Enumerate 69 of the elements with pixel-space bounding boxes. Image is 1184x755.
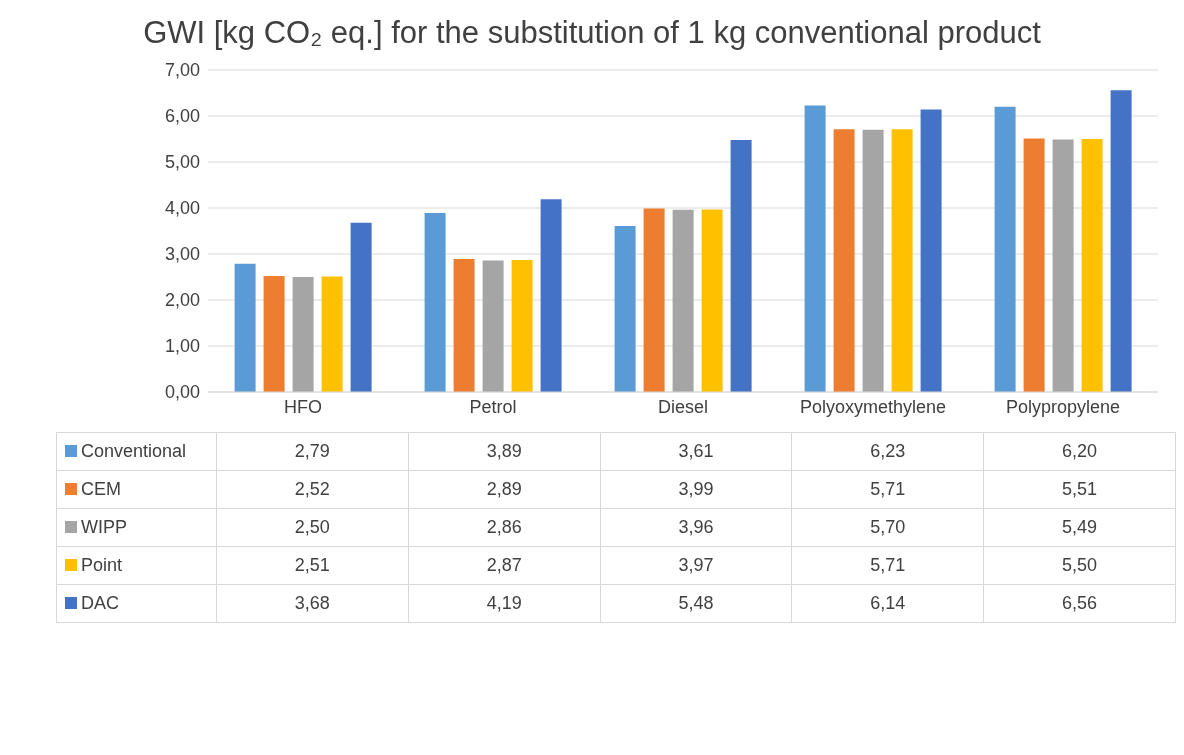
bar xyxy=(1081,139,1103,392)
y-tick-label: 1,00 xyxy=(164,336,200,357)
data-label: 6,56 xyxy=(983,584,1176,623)
bar xyxy=(643,208,665,392)
y-tick-label: 0,00 xyxy=(164,382,200,403)
bar xyxy=(453,259,475,392)
data-label: 3,61 xyxy=(600,432,792,471)
data-label: 3,96 xyxy=(600,508,792,547)
data-label: 3,89 xyxy=(408,432,601,471)
bar xyxy=(292,277,314,392)
bar xyxy=(672,209,694,392)
data-label: 5,49 xyxy=(983,508,1176,547)
bar xyxy=(482,260,504,392)
legend-label: WIPP xyxy=(81,516,128,538)
data-label: 3,97 xyxy=(600,546,792,585)
legend-label: DAC xyxy=(81,592,120,614)
data-label: 5,71 xyxy=(791,546,984,585)
data-label: 2,52 xyxy=(216,470,409,509)
chart-title: GWI [kg CO₂ eq.] for the substitution of 1 kg conventional product xyxy=(142,14,1042,52)
data-label: 2,86 xyxy=(408,508,601,547)
bar xyxy=(614,225,636,392)
data-label: 5,51 xyxy=(983,470,1176,509)
y-tick-label: 5,00 xyxy=(164,152,200,173)
x-tick-label: Petrol xyxy=(469,396,517,417)
bar xyxy=(891,129,913,392)
data-label: 6,14 xyxy=(791,584,984,623)
data-label: 2,50 xyxy=(216,508,409,547)
bar xyxy=(350,222,372,392)
data-label: 2,79 xyxy=(216,432,409,471)
data-label: 5,70 xyxy=(791,508,984,547)
data-label: 5,48 xyxy=(600,584,792,623)
bar xyxy=(920,109,942,392)
bar xyxy=(511,259,533,392)
data-label: 4,19 xyxy=(408,584,601,623)
bar xyxy=(804,105,826,392)
y-tick-label: 6,00 xyxy=(164,106,200,127)
bar xyxy=(701,209,723,392)
data-label: 2,87 xyxy=(408,546,601,585)
data-label: 5,71 xyxy=(791,470,984,509)
bar xyxy=(1052,139,1074,392)
x-tick-label: HFO xyxy=(284,396,322,417)
bar xyxy=(321,276,343,392)
legend-label: Point xyxy=(81,554,123,576)
data-label: 3,68 xyxy=(216,584,409,623)
data-label: 2,51 xyxy=(216,546,409,585)
x-tick-label: Diesel xyxy=(657,396,709,417)
y-tick-label: 2,00 xyxy=(164,290,200,311)
bar xyxy=(1110,90,1132,392)
data-label: 2,89 xyxy=(408,470,601,509)
data-label: 5,50 xyxy=(983,546,1176,585)
y-tick-label: 4,00 xyxy=(164,198,200,219)
data-label: 6,20 xyxy=(983,432,1176,471)
bar xyxy=(862,129,884,392)
bar xyxy=(994,106,1016,392)
legend-label: Conventional xyxy=(81,440,187,462)
bar xyxy=(730,139,752,392)
bar xyxy=(263,276,285,392)
x-tick-label: Polypropylene xyxy=(1005,396,1121,417)
y-tick-label: 7,00 xyxy=(164,60,200,81)
bar xyxy=(234,263,256,392)
bar xyxy=(424,213,446,392)
x-tick-label: Polyoxymethylene xyxy=(799,396,947,417)
bar xyxy=(540,199,562,392)
y-tick-label: 3,00 xyxy=(164,244,200,265)
bar xyxy=(1023,138,1045,392)
data-label: 6,23 xyxy=(791,432,984,471)
data-label: 3,99 xyxy=(600,470,792,509)
bar xyxy=(833,129,855,392)
legend-label: CEM xyxy=(81,478,121,500)
